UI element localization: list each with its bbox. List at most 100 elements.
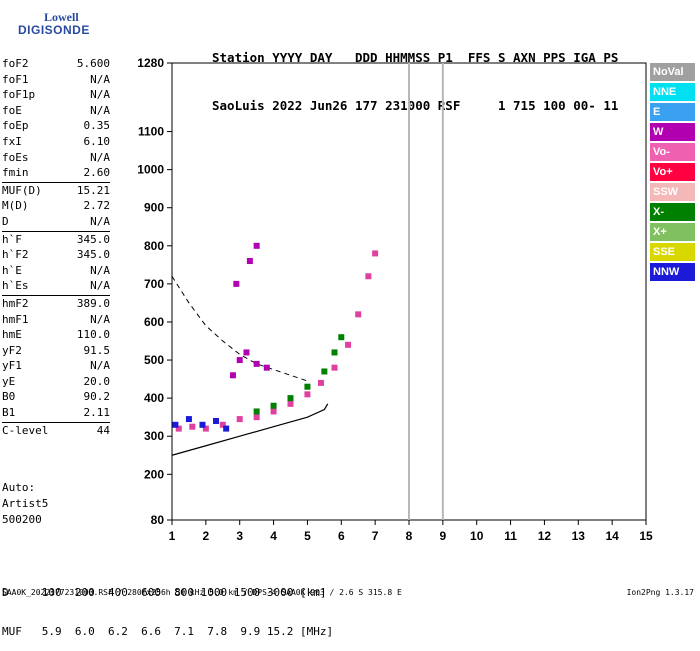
station-header: Station YYYY DAY DDD HHMMSS P1 FFS S AXN… [212, 18, 618, 130]
data-point [331, 349, 338, 356]
param-name: M(D) [2, 199, 29, 213]
param-name: foF1 [2, 72, 29, 86]
param-value: 6.10 [83, 134, 111, 148]
param-separator [2, 294, 110, 296]
param-name: h`F2 [2, 248, 29, 262]
y-tick-label: 1280 [137, 56, 164, 70]
data-point [213, 417, 220, 424]
data-point [223, 425, 230, 432]
param-row: yF1 N/A [2, 358, 110, 374]
param-name: hmF2 [2, 296, 29, 310]
data-point [345, 341, 352, 348]
param-row: h`E N/A [2, 263, 110, 279]
param-row: M(D) 2.72 [2, 198, 110, 214]
param-row: foF1 N/A [2, 72, 110, 88]
param-name: foF2 [2, 57, 29, 70]
param-name: yF2 [2, 343, 22, 357]
param-value: N/A [90, 263, 110, 277]
x-tick-label: 7 [372, 529, 379, 543]
param-row: h`Es N/A [2, 278, 110, 294]
param-name: h`F [2, 232, 22, 246]
data-point [253, 408, 260, 415]
param-value: 389.0 [76, 296, 110, 310]
param-value: N/A [90, 150, 110, 164]
header-line1: Station YYYY DAY DDD HHMMSS P1 FFS S AXN… [212, 50, 619, 65]
param-separator [2, 230, 110, 232]
data-point [270, 402, 277, 409]
data-point [236, 357, 243, 364]
y-tick-label: 200 [144, 467, 164, 481]
param-value: 20.0 [83, 374, 111, 388]
legend-item: SSE [650, 243, 695, 261]
data-point [175, 425, 182, 432]
param-name: B0 [2, 390, 16, 404]
data-point [229, 372, 236, 379]
data-point [372, 250, 379, 257]
param-value: N/A [90, 359, 110, 373]
legend-item: NNW [650, 263, 695, 281]
y-tick-label: 500 [144, 353, 164, 367]
file-info-footer: SAA0K_2022177231000.RSF / 280fx256h 50 k… [2, 588, 402, 597]
legend-item: Vo- [650, 143, 695, 161]
data-point [355, 311, 362, 318]
data-point [331, 364, 338, 371]
param-value: 44 [96, 423, 110, 437]
param-name: fmin [2, 166, 29, 180]
data-point [199, 421, 206, 428]
param-name: yE [2, 374, 16, 388]
data-point [253, 414, 260, 421]
y-tick-label: 1000 [137, 163, 164, 177]
logo-line2: DIGISONDE [18, 23, 90, 37]
software-version: Ion2Png 1.3.17 [626, 588, 694, 597]
x-tick-label: 5 [304, 529, 311, 543]
param-name: h`Es [2, 279, 29, 293]
param-value: 91.5 [83, 343, 111, 357]
param-value: N/A [90, 103, 110, 117]
x-tick-label: 3 [236, 529, 243, 543]
data-point [263, 364, 270, 371]
profile-curve [171, 403, 329, 456]
data-point [189, 423, 196, 430]
y-tick-label: 700 [144, 277, 164, 291]
param-row: C-level 44 [2, 423, 110, 439]
data-point [253, 360, 260, 367]
y-tick-label: 900 [144, 201, 164, 215]
param-name: fxI [2, 134, 22, 148]
param-name: B1 [2, 406, 16, 420]
param-row: fmin 2.60 [2, 165, 110, 181]
param-name: foEp [2, 119, 29, 133]
auto-artist: Artist5 [2, 497, 49, 510]
data-point [317, 379, 324, 386]
data-point [365, 273, 372, 280]
param-separator [2, 421, 110, 423]
x-tick-label: 12 [538, 529, 552, 543]
data-point [270, 408, 277, 415]
param-row: B1 2.11 [2, 405, 110, 421]
param-value: 345.0 [76, 248, 110, 262]
data-point [338, 334, 345, 341]
param-value: 2.11 [83, 406, 111, 420]
param-value: N/A [90, 214, 110, 228]
data-point [321, 368, 328, 375]
param-row: B0 90.2 [2, 389, 110, 405]
autoscaling-info: Auto: Artist5 500200 [2, 480, 48, 528]
param-value: 2.72 [83, 199, 111, 213]
param-name: foEs [2, 150, 29, 164]
param-row: foEs N/A [2, 150, 110, 166]
param-value: 15.21 [76, 183, 110, 197]
legend-item: NNE [650, 83, 695, 101]
param-name: C-level [2, 423, 49, 437]
legend-item: X- [650, 203, 695, 221]
x-tick-label: 8 [406, 529, 413, 543]
param-value: 2.60 [83, 166, 111, 180]
param-value: N/A [90, 72, 110, 86]
data-point [246, 258, 253, 265]
param-row: yF2 91.5 [2, 343, 110, 359]
param-value: 345.0 [76, 232, 110, 246]
data-point [236, 416, 243, 423]
param-value: 110.0 [76, 328, 110, 342]
param-row: hmF2 389.0 [2, 296, 110, 312]
x-tick-label: 6 [338, 529, 345, 543]
param-row: foEp 0.35 [2, 118, 110, 134]
y-tick-label: 300 [144, 429, 164, 443]
